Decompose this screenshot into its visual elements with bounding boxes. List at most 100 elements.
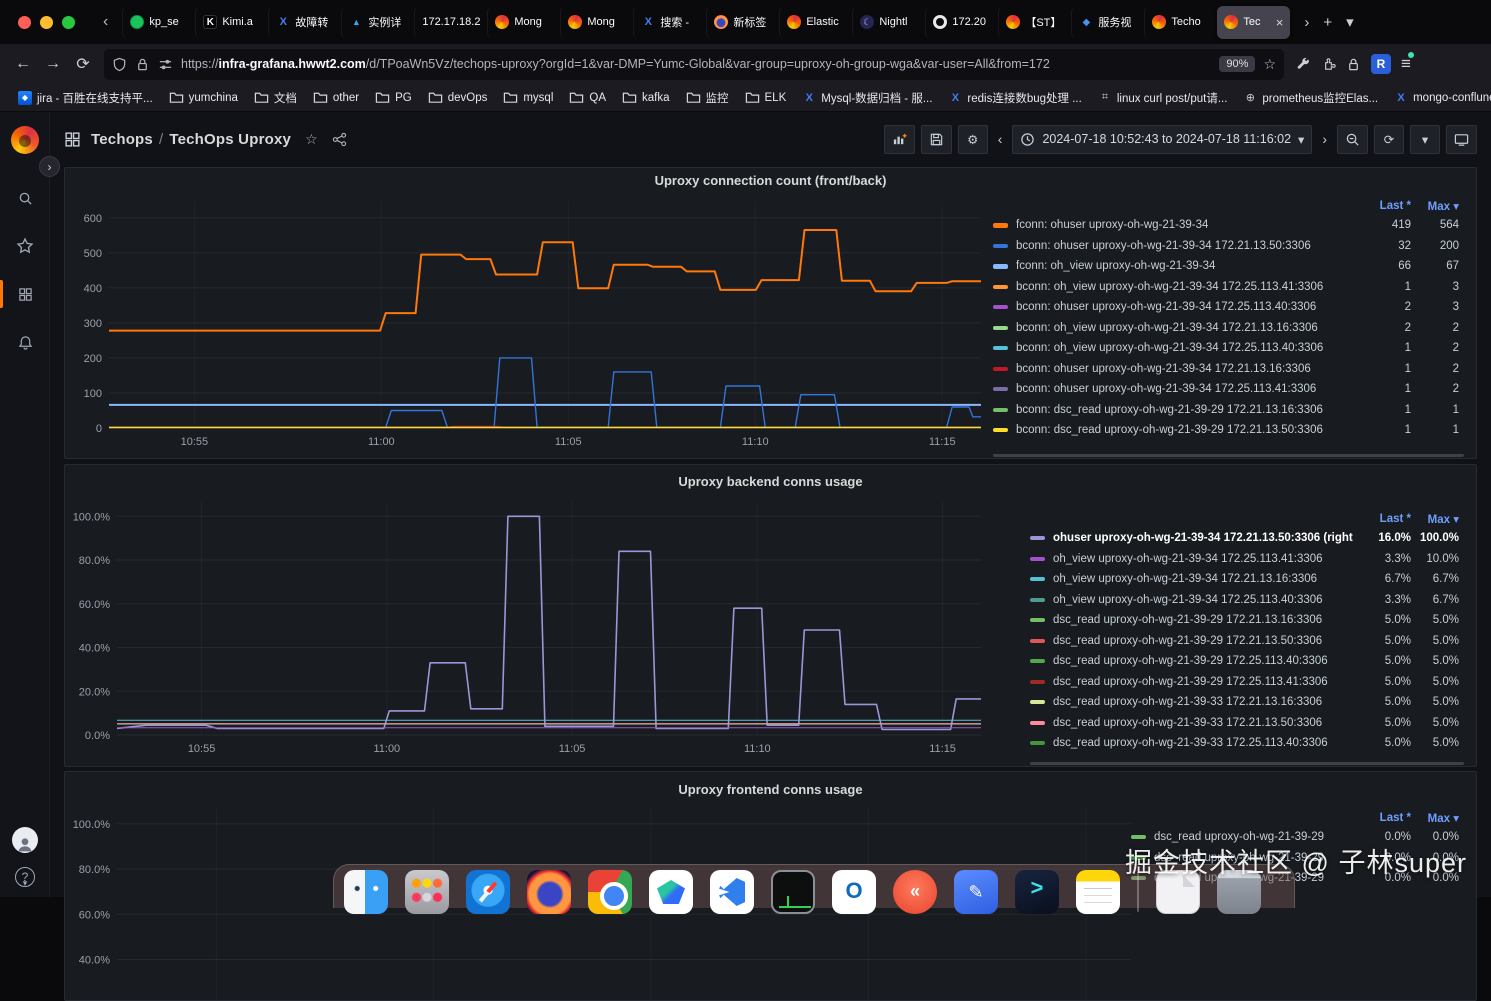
dock-firefox-icon[interactable] [527, 870, 571, 914]
legend-series-label[interactable]: dsc_read uproxy-oh-wg-21-39-29 172.25.11… [1053, 675, 1328, 688]
legend-header[interactable]: Last * Max ▾ [1030, 509, 1465, 528]
tab-scroll-right-icon[interactable]: › [1304, 13, 1310, 31]
browser-tab[interactable]: 【ST】 [998, 5, 1071, 39]
time-shift-forward-icon[interactable]: › [1322, 131, 1327, 147]
legend-row[interactable]: bconn: ohuser uproxy-oh-wg-21-39-34 172.… [993, 379, 1465, 400]
help-icon[interactable]: ? [15, 867, 35, 887]
legend-row[interactable]: bconn: ohuser uproxy-oh-wg-21-39-34 172.… [993, 236, 1465, 257]
bookmark-item[interactable]: 文档 [254, 90, 297, 106]
bookmark-item[interactable]: other [313, 90, 359, 105]
legend-series-color-dash[interactable] [1030, 700, 1045, 705]
legend-header-max[interactable]: Max ▾ [1427, 200, 1459, 213]
legend-series-color-dash[interactable] [993, 305, 1008, 310]
legend-series-label[interactable]: dsc_read uproxy-oh-wg-21-39-33 172.21.13… [1053, 716, 1323, 729]
bookmark-item[interactable]: ⊕ prometheus监控Elas... [1243, 90, 1378, 106]
bookmark-item[interactable]: devOps [428, 90, 487, 105]
legend-series-label[interactable]: dsc_read uproxy-oh-wg-21-39-29 172.21.13… [1053, 634, 1323, 647]
browser-tab[interactable]: 新标签 [706, 5, 779, 39]
legend-series-label[interactable]: dsc_read uproxy-oh-wg-21-39-29 172.25.11… [1053, 655, 1328, 668]
legend-series-label[interactable]: oh_view uproxy-oh-wg-21-39-34 172.25.113… [1053, 593, 1323, 606]
sidebar-item-starred[interactable] [0, 232, 50, 260]
browser-tab[interactable]: X 搜索 - [633, 5, 706, 39]
legend-series-label[interactable]: dsc_read uproxy-oh-wg-21-39-33 172.21.13… [1053, 696, 1323, 709]
legend-header-last[interactable]: Last * [1379, 811, 1411, 824]
legend-series-color-dash[interactable] [1030, 556, 1045, 561]
bookmark-item[interactable]: QA [569, 90, 606, 105]
user-avatar[interactable] [12, 827, 38, 853]
legend-row[interactable]: ohuser uproxy-oh-wg-21-39-34 172.21.13.5… [1030, 528, 1465, 549]
extensions-puzzle-icon[interactable] [1321, 57, 1336, 72]
zoom-out-time-button[interactable] [1337, 124, 1368, 154]
legend-series-label[interactable]: bconn: dsc_read uproxy-oh-wg-21-39-29 17… [1016, 424, 1323, 437]
legend-row[interactable]: bconn: ohuser uproxy-oh-wg-21-39-34 172.… [993, 359, 1465, 380]
sidebar-item-search[interactable] [0, 184, 50, 212]
dock-bluepen-icon[interactable]: ✎ [954, 870, 998, 914]
legend-series-label[interactable]: bconn: ohuser uproxy-oh-wg-21-39-34 172.… [1016, 301, 1317, 314]
browser-tab[interactable]: 172.20 [925, 5, 998, 39]
forward-button[interactable]: → [45, 55, 61, 72]
legend-series-color-dash[interactable] [1030, 659, 1045, 664]
dock-finder-icon[interactable] [344, 870, 388, 914]
legend-series-color-dash[interactable] [1030, 741, 1045, 746]
bookmark-star-icon[interactable]: ☆ [1263, 55, 1276, 72]
add-panel-button[interactable] [883, 124, 915, 154]
browser-tab[interactable]: kp_se [122, 5, 195, 39]
legend-row[interactable]: dsc_read uproxy-oh-wg-21-39-33 172.25.11… [1030, 733, 1465, 754]
legend-series-color-dash[interactable] [1131, 835, 1146, 840]
bookmark-item[interactable]: 监控 [686, 90, 729, 106]
legend-header-max[interactable]: Max ▾ [1427, 812, 1459, 825]
legend-series-color-dash[interactable] [1030, 577, 1045, 582]
tab-scroll-left-icon[interactable]: ‹ [103, 13, 109, 30]
legend-row[interactable]: dsc_read uproxy-oh-wg-21-39-29 0.0% 0.0% [1131, 827, 1465, 848]
legend-series-label[interactable]: fconn: ohuser uproxy-oh-wg-21-39-34 [1016, 219, 1209, 232]
legend-series-color-dash[interactable] [1030, 536, 1045, 541]
dashboard-share-icon[interactable] [332, 132, 347, 147]
browser-tab[interactable]: Elastic [779, 5, 852, 39]
legend-series-color-dash[interactable] [1030, 618, 1045, 623]
browser-tab[interactable]: 172.17.18.2 [414, 5, 487, 39]
legend-series-label[interactable]: dsc_read uproxy-oh-wg-21-39-29 172.21.13… [1053, 614, 1323, 627]
legend-series-label[interactable]: dsc_read uproxy-oh-wg-21-39-29 [1154, 851, 1325, 864]
legend-series-color-dash[interactable] [993, 325, 1008, 330]
bookmark-item[interactable]: ◆ jira - 百胜在线支持平... [18, 90, 153, 106]
breadcrumb-folder[interactable]: Techops [91, 130, 153, 148]
legend-row[interactable]: dsc_read uproxy-oh-wg-21-39-33 172.21.13… [1030, 713, 1465, 734]
legend-row[interactable]: dsc_read uproxy-oh-wg-21-39-29 172.25.11… [1030, 672, 1465, 693]
legend-row[interactable]: bconn: oh_view uproxy-oh-wg-21-39-34 172… [993, 318, 1465, 339]
close-window-button[interactable] [18, 15, 31, 29]
legend-row[interactable]: dsc_read uproxy-oh-wg-21-39-29 172.21.13… [1030, 610, 1465, 631]
legend-row[interactable]: bconn: dsc_read uproxy-oh-wg-21-39-29 17… [993, 400, 1465, 421]
dashboard-star-icon[interactable]: ☆ [305, 130, 318, 147]
profile-avatar-badge[interactable]: R [1371, 54, 1391, 74]
legend-row[interactable]: fconn: ohuser uproxy-oh-wg-21-39-34 419 56… [993, 215, 1465, 236]
time-range-picker[interactable]: 2024-07-18 10:52:43 to 2024-07-18 11:16:… [1012, 124, 1313, 154]
legend-series-color-dash[interactable] [993, 428, 1008, 433]
legend-row[interactable]: oh_view uproxy-oh-wg-21-39-34 172.25.113… [1030, 590, 1465, 611]
zoom-window-button[interactable] [62, 15, 75, 29]
dock-mail-icon[interactable] [649, 870, 693, 914]
sidebar-item-alerting[interactable] [0, 328, 50, 356]
time-shift-back-icon[interactable]: ‹ [997, 131, 1003, 147]
legend-row[interactable]: fconn: oh_view uproxy-oh-wg-21-39-34 66 67 [993, 256, 1465, 277]
legend-series-color-dash[interactable] [1030, 638, 1045, 643]
legend-series-color-dash[interactable] [993, 387, 1008, 392]
legend-series-color-dash[interactable] [1131, 876, 1146, 881]
panel-title[interactable]: Uproxy backend conns usage [678, 474, 863, 489]
sidebar-item-dashboards[interactable] [0, 280, 50, 308]
legend-row[interactable]: oh_view uproxy-oh-wg-21-39-34 172.25.113… [1030, 549, 1465, 570]
legend-scrollbar[interactable] [1030, 762, 1464, 765]
bookmark-item[interactable]: PG [375, 90, 412, 105]
legend-series-label[interactable]: bconn: oh_view uproxy-oh-wg-21-39-34 172… [1016, 342, 1324, 355]
bookmark-item[interactable]: kafka [622, 90, 670, 105]
legend-series-color-dash[interactable] [993, 346, 1008, 351]
dock-monitor-icon[interactable] [771, 870, 815, 914]
tab-list-dropdown-icon[interactable]: ▾ [1346, 14, 1354, 31]
legend-scrollbar[interactable] [993, 454, 1464, 457]
legend-series-label[interactable]: bconn: ohuser uproxy-oh-wg-21-39-34 172.… [1016, 362, 1311, 375]
bookmark-item[interactable]: ELK [745, 90, 786, 105]
browser-tab[interactable]: X 故障转 [268, 5, 341, 39]
legend-row[interactable]: dsc_read uproxy-oh-wg-21-39-33 172.21.13… [1030, 692, 1465, 713]
dock-red-icon[interactable]: « [893, 870, 937, 914]
